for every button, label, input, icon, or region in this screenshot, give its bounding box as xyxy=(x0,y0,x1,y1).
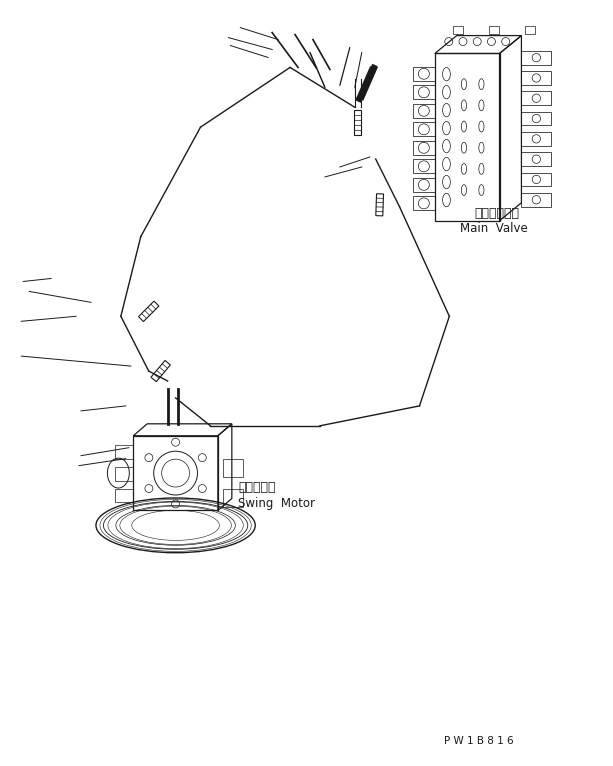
Text: 旋回モータ: 旋回モータ xyxy=(238,481,276,494)
Text: メインバルブ: メインバルブ xyxy=(474,207,520,220)
Text: Swing  Motor: Swing Motor xyxy=(238,497,315,510)
Text: P W 1 B 8 1 6: P W 1 B 8 1 6 xyxy=(444,736,514,746)
Text: Main  Valve: Main Valve xyxy=(460,221,528,234)
